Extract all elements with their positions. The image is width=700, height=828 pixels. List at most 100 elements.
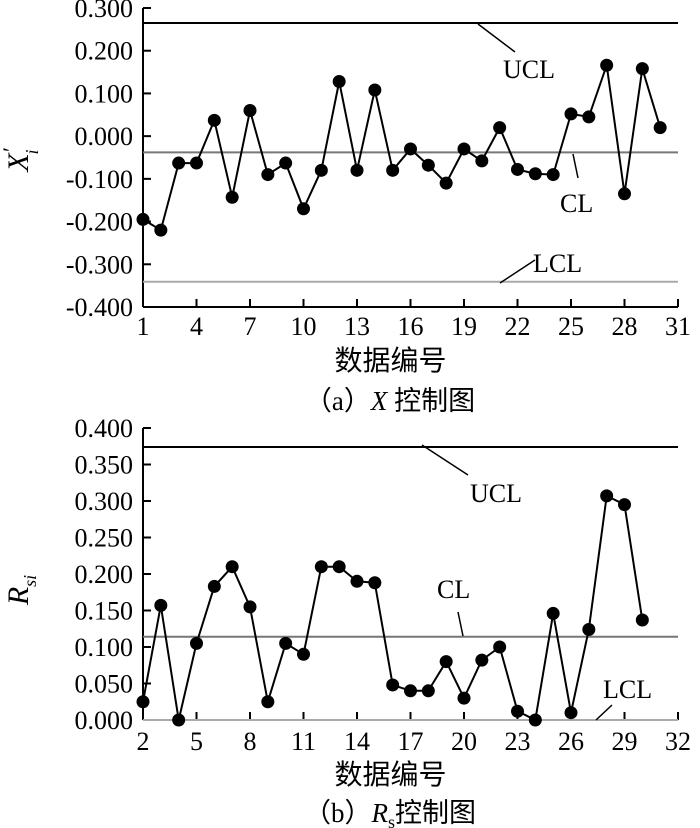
y-tick-label: 0.100 (75, 633, 134, 662)
y-axis-label: Rsi (2, 575, 40, 606)
data-point (243, 600, 257, 614)
data-point (154, 223, 168, 237)
y-tick-label: 0.400 (75, 414, 134, 443)
data-point (635, 613, 649, 627)
x-tick-label: 4 (190, 312, 203, 341)
data-point (172, 156, 186, 170)
x-tick-label: 13 (344, 312, 370, 341)
y-tick-label: 0.250 (75, 524, 134, 553)
data-point (564, 107, 578, 121)
x-tick-label: 11 (291, 727, 316, 756)
y-tick-label: 0.000 (75, 122, 134, 151)
data-point (493, 640, 507, 654)
x-tick-label: 14 (344, 727, 370, 756)
x-tick-label: 23 (505, 727, 531, 756)
x-tick-label: 1 (137, 312, 150, 341)
chart-caption: （b）Rs控制图 (304, 798, 476, 828)
x-tick-label: 28 (612, 312, 638, 341)
data-point (243, 104, 257, 118)
data-point (386, 163, 400, 177)
limit-leader-ucl (421, 444, 469, 476)
y-axis-label-sub: si (20, 575, 40, 587)
limit-label-cl: CL (437, 575, 470, 604)
x-tick-label: 29 (612, 727, 638, 756)
data-point (207, 579, 221, 593)
y-tick-label: 0.200 (75, 560, 134, 589)
x-tick-label: 16 (398, 312, 424, 341)
chart-b: 0.400 0.350 0.300 0.250 0.200 0.150 0.100 0.050… (2, 414, 691, 828)
y-axis-label-prime: ′ (0, 147, 23, 153)
chart-caption: （a）X 控制图 (305, 386, 475, 416)
data-point (546, 168, 560, 182)
data-point (154, 598, 168, 612)
limit-leader-ucl (477, 23, 516, 53)
data-point (190, 636, 203, 650)
limit-leader-lcl (595, 704, 613, 721)
x-axis-label: 数据编号 (334, 759, 446, 791)
data-point (635, 62, 649, 76)
data-point (653, 121, 667, 135)
limit-leader-cl (457, 611, 464, 637)
limit-label-lcl: LCL (533, 249, 582, 278)
data-point (261, 168, 275, 182)
data-point (136, 695, 150, 709)
x-tick-label: 2 (137, 727, 150, 756)
data-point (528, 167, 542, 181)
data-point (261, 695, 275, 709)
x-tick-label: 5 (190, 727, 203, 756)
limit-leader-cl (572, 153, 579, 179)
limit-label-lcl: LCL (603, 675, 652, 704)
x-tick-label: 22 (505, 312, 531, 341)
data-point (225, 560, 239, 574)
data-point (475, 154, 489, 168)
data-point (136, 212, 150, 226)
data-point (314, 163, 328, 177)
data-point (368, 83, 382, 97)
data-point (493, 121, 507, 135)
data-point (511, 704, 524, 718)
data-point (439, 176, 453, 190)
data-point (172, 713, 186, 727)
limit-leader-lcl (499, 259, 536, 284)
y-tick-label: 0.050 (75, 670, 134, 699)
data-point (350, 574, 364, 588)
data-point (279, 636, 293, 650)
data-point (386, 678, 400, 692)
y-tick-label: 0.000 (75, 706, 134, 735)
limit-label-ucl: UCL (503, 55, 555, 84)
data-point (314, 560, 328, 574)
data-point (618, 498, 631, 512)
data-point (404, 142, 417, 156)
x-tick-label: 19 (451, 312, 477, 341)
data-point (600, 58, 614, 72)
data-point (279, 156, 293, 170)
data-point (297, 202, 310, 216)
caption-suffix: 控制图 (395, 798, 476, 828)
x-tick-label: 20 (451, 727, 477, 756)
y-tick-label: 0.300 (75, 487, 134, 516)
x-tick-label: 17 (398, 727, 424, 756)
x-tick-label: 25 (558, 312, 584, 341)
y-tick-label: 0.100 (75, 79, 134, 108)
y-tick-label: -0.300 (66, 250, 133, 279)
x-tick-label: 31 (665, 312, 691, 341)
y-tick-label: 0.200 (75, 37, 134, 66)
data-point (475, 653, 489, 667)
x-tick-label: 10 (291, 312, 317, 341)
caption-var-sub: s (388, 812, 395, 828)
data-point (350, 163, 364, 177)
y-tick-label: 0.300 (75, 0, 134, 23)
data-point (439, 655, 453, 669)
data-point (421, 684, 435, 698)
caption-var: R (370, 798, 388, 828)
caption-var: X (370, 386, 389, 416)
y-tick-label: 0.150 (75, 597, 134, 626)
data-point (297, 647, 310, 661)
x-tick-label: 7 (244, 312, 257, 341)
data-point (207, 113, 221, 127)
data-point (618, 187, 631, 201)
y-tick-label: -0.100 (66, 165, 133, 194)
data-point (600, 489, 614, 503)
y-axis-label: X′i (0, 147, 42, 172)
